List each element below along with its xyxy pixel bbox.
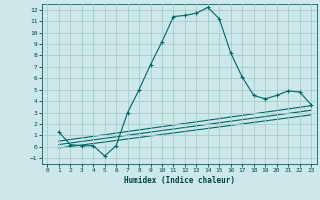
- X-axis label: Humidex (Indice chaleur): Humidex (Indice chaleur): [124, 176, 235, 185]
